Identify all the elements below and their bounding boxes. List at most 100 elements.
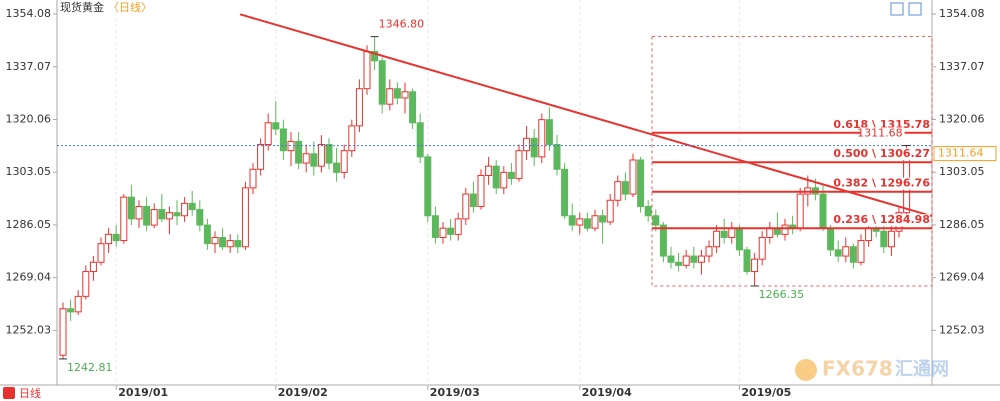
toolbar-button[interactable] [890, 2, 904, 16]
candle-body [583, 218, 591, 229]
candle-body [713, 230, 721, 248]
candle-body [112, 233, 120, 242]
candle-body [173, 212, 181, 217]
candle-body [659, 224, 667, 257]
candle-body [621, 181, 629, 195]
candle-body [880, 230, 888, 248]
level-label: 0.618 \ 1315.78 [833, 118, 930, 131]
y-tick-label: 1337.07 [939, 60, 985, 73]
candle-body [629, 159, 637, 195]
level-label-bg [848, 177, 930, 190]
candle-body [59, 308, 67, 356]
candle-body [333, 162, 341, 173]
y-tick-label: 1269.04 [6, 271, 52, 284]
candle-body [279, 128, 287, 152]
level-label: 0.236 \ 1284.98 [833, 213, 930, 226]
candle-body [462, 193, 470, 220]
candle-body [454, 218, 462, 235]
candle-body [165, 212, 173, 220]
annotation-bg [65, 361, 109, 374]
candle-body [97, 243, 105, 263]
candle-body [181, 202, 189, 217]
candle-body [264, 122, 272, 145]
candle-body [74, 295, 82, 313]
trendline [239, 13, 932, 218]
candle-body [766, 227, 774, 238]
candle-body [378, 60, 386, 105]
x-tick-label: 2019/03 [430, 386, 480, 399]
toolbar [890, 2, 922, 16]
last-price-label: 1311.64 [938, 147, 984, 160]
x-tick-label: 2019/05 [741, 386, 791, 399]
candle-body [447, 227, 455, 235]
candle-body [89, 261, 97, 273]
candle-body [477, 174, 485, 207]
candle-body [637, 159, 645, 207]
candle-body [393, 88, 401, 99]
candle-body [568, 215, 576, 226]
candle-body [150, 209, 158, 226]
chart-subtitle: 〈日线〉 [108, 0, 152, 14]
candle-body [591, 215, 599, 229]
annotation: 1266.35 [759, 288, 805, 301]
last-price-box [933, 146, 997, 162]
level-label: 0.500 \ 1306.27 [833, 147, 930, 160]
candle-body [416, 122, 424, 158]
toolbar-button[interactable] [908, 2, 922, 16]
candle-body [272, 122, 280, 130]
y-tick-label: 1320.06 [939, 112, 985, 125]
y-tick-label: 1337.07 [6, 60, 52, 73]
candle-body [105, 233, 113, 245]
y-tick-label: 1286.05 [939, 218, 985, 231]
candle-body [67, 308, 75, 313]
candle-body [857, 240, 865, 263]
candle-body [834, 249, 842, 257]
candle-body [485, 165, 493, 176]
candle-body [515, 150, 523, 180]
candle-body [507, 171, 515, 180]
candle-body [667, 255, 675, 263]
candle-body [865, 227, 873, 242]
candle-body [523, 137, 531, 152]
candle-body [690, 255, 698, 263]
y-tick-label: 1252.03 [6, 323, 52, 336]
candle-body [249, 168, 257, 189]
candle-body [500, 171, 508, 189]
candle-body [226, 240, 234, 248]
candle-body [401, 91, 409, 99]
candle-body [561, 168, 569, 217]
candle-body [849, 246, 857, 263]
candle-body [219, 236, 227, 248]
candle-body [211, 236, 219, 245]
candle-body [203, 224, 211, 245]
candle-body [682, 255, 690, 266]
candle-body [302, 153, 310, 164]
y-tick-label: 1252.03 [939, 323, 985, 336]
candle-body [652, 215, 660, 226]
x-tick-label: 2019/01 [118, 386, 168, 399]
x-tick-label: 2019/02 [278, 386, 328, 399]
level-label: 0.382 \ 1296.76 [833, 177, 930, 190]
candle-body [469, 193, 477, 207]
period-label[interactable]: 日线 [19, 386, 41, 400]
candle-body [781, 224, 789, 235]
candle-body [705, 246, 713, 257]
candle-body [409, 91, 417, 124]
candle-body [819, 193, 827, 229]
candle-body [424, 156, 432, 217]
annotation-bg [756, 288, 801, 301]
y-tick-label: 1354.08 [6, 7, 52, 20]
watermark: FX678 汇通网 [795, 357, 949, 381]
candle-body [325, 143, 333, 164]
candle-body [158, 209, 166, 220]
level-label-bg [848, 214, 930, 227]
y-tick-label: 1354.08 [939, 7, 985, 20]
candle-body [538, 119, 546, 158]
candle-body [751, 258, 759, 273]
annotation-bg [376, 18, 421, 31]
period-icon[interactable] [3, 387, 15, 399]
candle-body [348, 125, 356, 152]
candle-body [492, 165, 500, 189]
